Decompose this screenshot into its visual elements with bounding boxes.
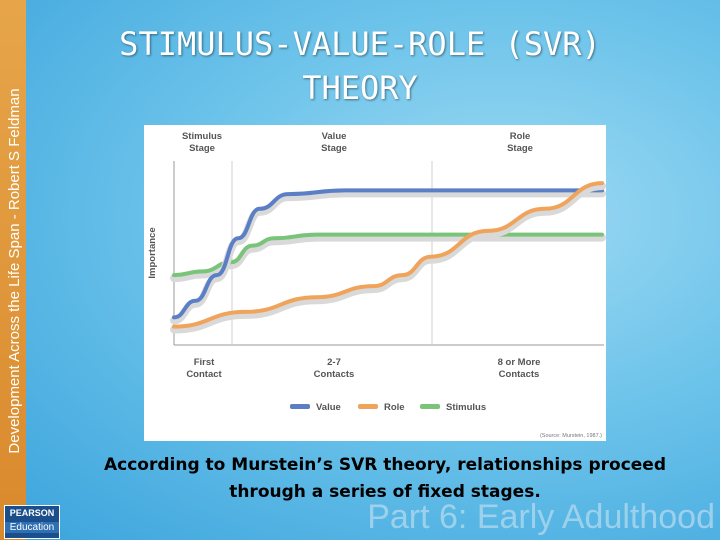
slide-caption: According to Murstein’s SVR theory, rela… xyxy=(70,452,700,506)
logo-top-text: PEARSON xyxy=(9,508,55,518)
legend-swatch-value xyxy=(290,404,310,409)
pearson-logo: PEARSON Education xyxy=(4,505,60,539)
series-shadow-stimulus xyxy=(170,233,606,283)
caption-line-2: through a series of fixed stages. xyxy=(229,482,541,502)
legend-label-stimulus: Stimulus xyxy=(446,402,486,413)
series-line-stimulus xyxy=(172,232,604,278)
logo-bottom-text: Education xyxy=(5,522,59,533)
svr-chart-svg: Stimulus Stage Value Stage Role Stage Im… xyxy=(147,131,606,439)
contact-label-1-line1: First xyxy=(194,357,215,368)
series-line-value xyxy=(172,188,604,320)
slide-title: STIMULUS-VALUE-ROLE (SVR) THEORY xyxy=(60,22,660,110)
title-line-1: STIMULUS-VALUE-ROLE (SVR) xyxy=(119,25,601,63)
contact-label-3-line2: Contacts xyxy=(499,369,540,380)
legend-label-role: Role xyxy=(384,402,405,413)
stage-label-2-line2: Stage xyxy=(321,143,347,154)
legend-swatch-stimulus xyxy=(420,404,440,409)
sidebar-band: Development Across the Life Span - Rober… xyxy=(0,0,26,540)
legend-swatch-role xyxy=(358,404,378,409)
footer-text: Part 6: Early Adulthood xyxy=(367,498,715,536)
title-line-2: THEORY xyxy=(302,69,418,107)
contact-label-2-line1: 2-7 xyxy=(327,357,341,368)
contact-label-2-line2: Contacts xyxy=(314,369,355,380)
stage-label-1-line2: Stage xyxy=(189,143,215,154)
stage-label-3-line2: Stage xyxy=(507,143,533,154)
sidebar-text: Development Across the Life Span - Rober… xyxy=(6,88,23,454)
series-layer xyxy=(170,181,606,334)
y-axis-label: Importance xyxy=(147,227,158,278)
svr-chart: Stimulus Stage Value Stage Role Stage Im… xyxy=(144,125,606,441)
legend-label-value: Value xyxy=(316,402,341,413)
series-shadow-role xyxy=(170,182,606,334)
series-line-role xyxy=(172,181,604,329)
contact-label-1-line2: Contact xyxy=(186,369,222,380)
stage-label-1-line1: Stimulus xyxy=(182,131,222,142)
caption-line-1: According to Murstein’s SVR theory, rela… xyxy=(104,455,666,475)
source-note: (Source: Murstein, 1987.) xyxy=(540,433,602,439)
stage-label-3-line1: Role xyxy=(510,131,531,142)
contact-label-3-line1: 8 or More xyxy=(498,357,541,368)
stage-label-2-line1: Value xyxy=(322,131,347,142)
